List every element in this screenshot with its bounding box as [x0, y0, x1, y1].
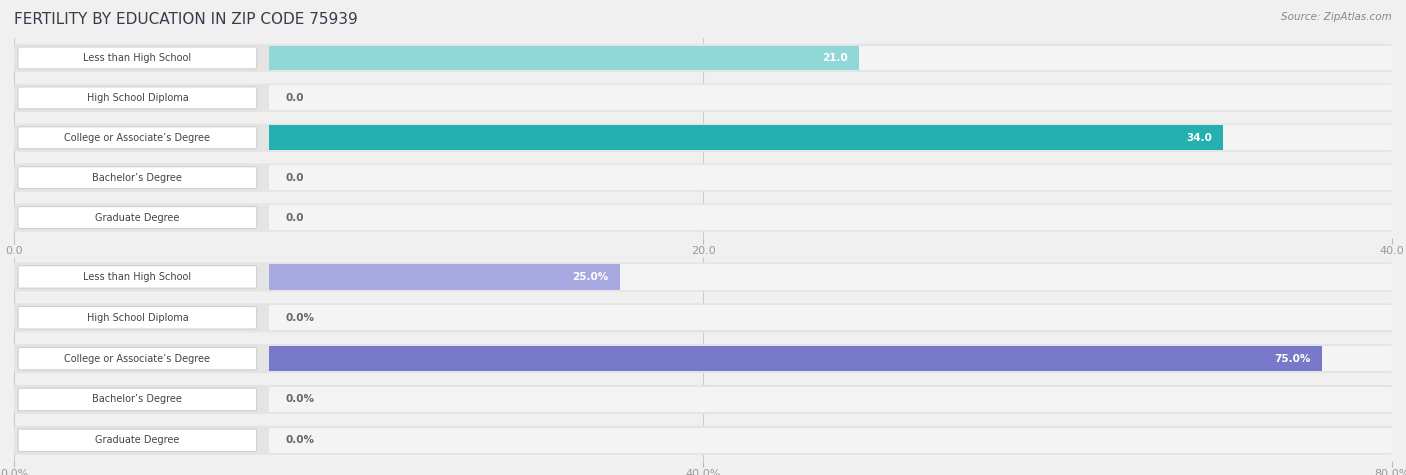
FancyBboxPatch shape — [269, 86, 1392, 110]
FancyBboxPatch shape — [18, 87, 257, 109]
Text: 0.0: 0.0 — [285, 93, 304, 103]
FancyBboxPatch shape — [18, 347, 257, 370]
FancyBboxPatch shape — [269, 387, 1392, 412]
Text: 0.0%: 0.0% — [285, 313, 315, 323]
FancyBboxPatch shape — [14, 44, 1392, 72]
FancyBboxPatch shape — [18, 167, 257, 189]
FancyBboxPatch shape — [269, 125, 1223, 150]
Text: 0.0%: 0.0% — [285, 394, 315, 405]
FancyBboxPatch shape — [269, 428, 1392, 453]
Text: High School Diploma: High School Diploma — [87, 313, 188, 323]
FancyBboxPatch shape — [14, 124, 1392, 152]
FancyBboxPatch shape — [14, 262, 1392, 292]
FancyBboxPatch shape — [18, 207, 257, 228]
Text: College or Associate’s Degree: College or Associate’s Degree — [65, 353, 211, 364]
Text: Source: ZipAtlas.com: Source: ZipAtlas.com — [1281, 12, 1392, 22]
Text: High School Diploma: High School Diploma — [87, 93, 188, 103]
FancyBboxPatch shape — [269, 46, 859, 70]
Text: 0.0: 0.0 — [285, 172, 304, 183]
FancyBboxPatch shape — [18, 47, 257, 69]
Text: 75.0%: 75.0% — [1274, 353, 1310, 364]
FancyBboxPatch shape — [14, 385, 1392, 414]
FancyBboxPatch shape — [14, 426, 1392, 455]
FancyBboxPatch shape — [269, 346, 1392, 371]
FancyBboxPatch shape — [14, 303, 1392, 332]
FancyBboxPatch shape — [269, 264, 620, 290]
FancyBboxPatch shape — [14, 344, 1392, 373]
Text: Less than High School: Less than High School — [83, 272, 191, 282]
FancyBboxPatch shape — [269, 125, 1392, 150]
FancyBboxPatch shape — [18, 266, 257, 288]
FancyBboxPatch shape — [269, 305, 1392, 331]
FancyBboxPatch shape — [14, 163, 1392, 192]
FancyBboxPatch shape — [18, 127, 257, 149]
Text: Bachelor’s Degree: Bachelor’s Degree — [93, 172, 183, 183]
FancyBboxPatch shape — [14, 84, 1392, 112]
FancyBboxPatch shape — [269, 165, 1392, 190]
Text: Graduate Degree: Graduate Degree — [96, 435, 180, 446]
Text: Bachelor’s Degree: Bachelor’s Degree — [93, 394, 183, 405]
Text: 34.0: 34.0 — [1187, 133, 1212, 143]
FancyBboxPatch shape — [18, 388, 257, 411]
FancyBboxPatch shape — [269, 46, 1392, 70]
Text: Less than High School: Less than High School — [83, 53, 191, 63]
FancyBboxPatch shape — [18, 429, 257, 452]
FancyBboxPatch shape — [14, 203, 1392, 232]
Text: 0.0%: 0.0% — [285, 435, 315, 446]
Text: FERTILITY BY EDUCATION IN ZIP CODE 75939: FERTILITY BY EDUCATION IN ZIP CODE 75939 — [14, 12, 357, 27]
FancyBboxPatch shape — [269, 205, 1392, 230]
FancyBboxPatch shape — [18, 306, 257, 329]
FancyBboxPatch shape — [269, 346, 1322, 371]
Text: College or Associate’s Degree: College or Associate’s Degree — [65, 133, 211, 143]
Text: 21.0: 21.0 — [821, 53, 848, 63]
Text: Graduate Degree: Graduate Degree — [96, 212, 180, 223]
FancyBboxPatch shape — [269, 264, 1392, 290]
Text: 25.0%: 25.0% — [572, 272, 609, 282]
Text: 0.0: 0.0 — [285, 212, 304, 223]
